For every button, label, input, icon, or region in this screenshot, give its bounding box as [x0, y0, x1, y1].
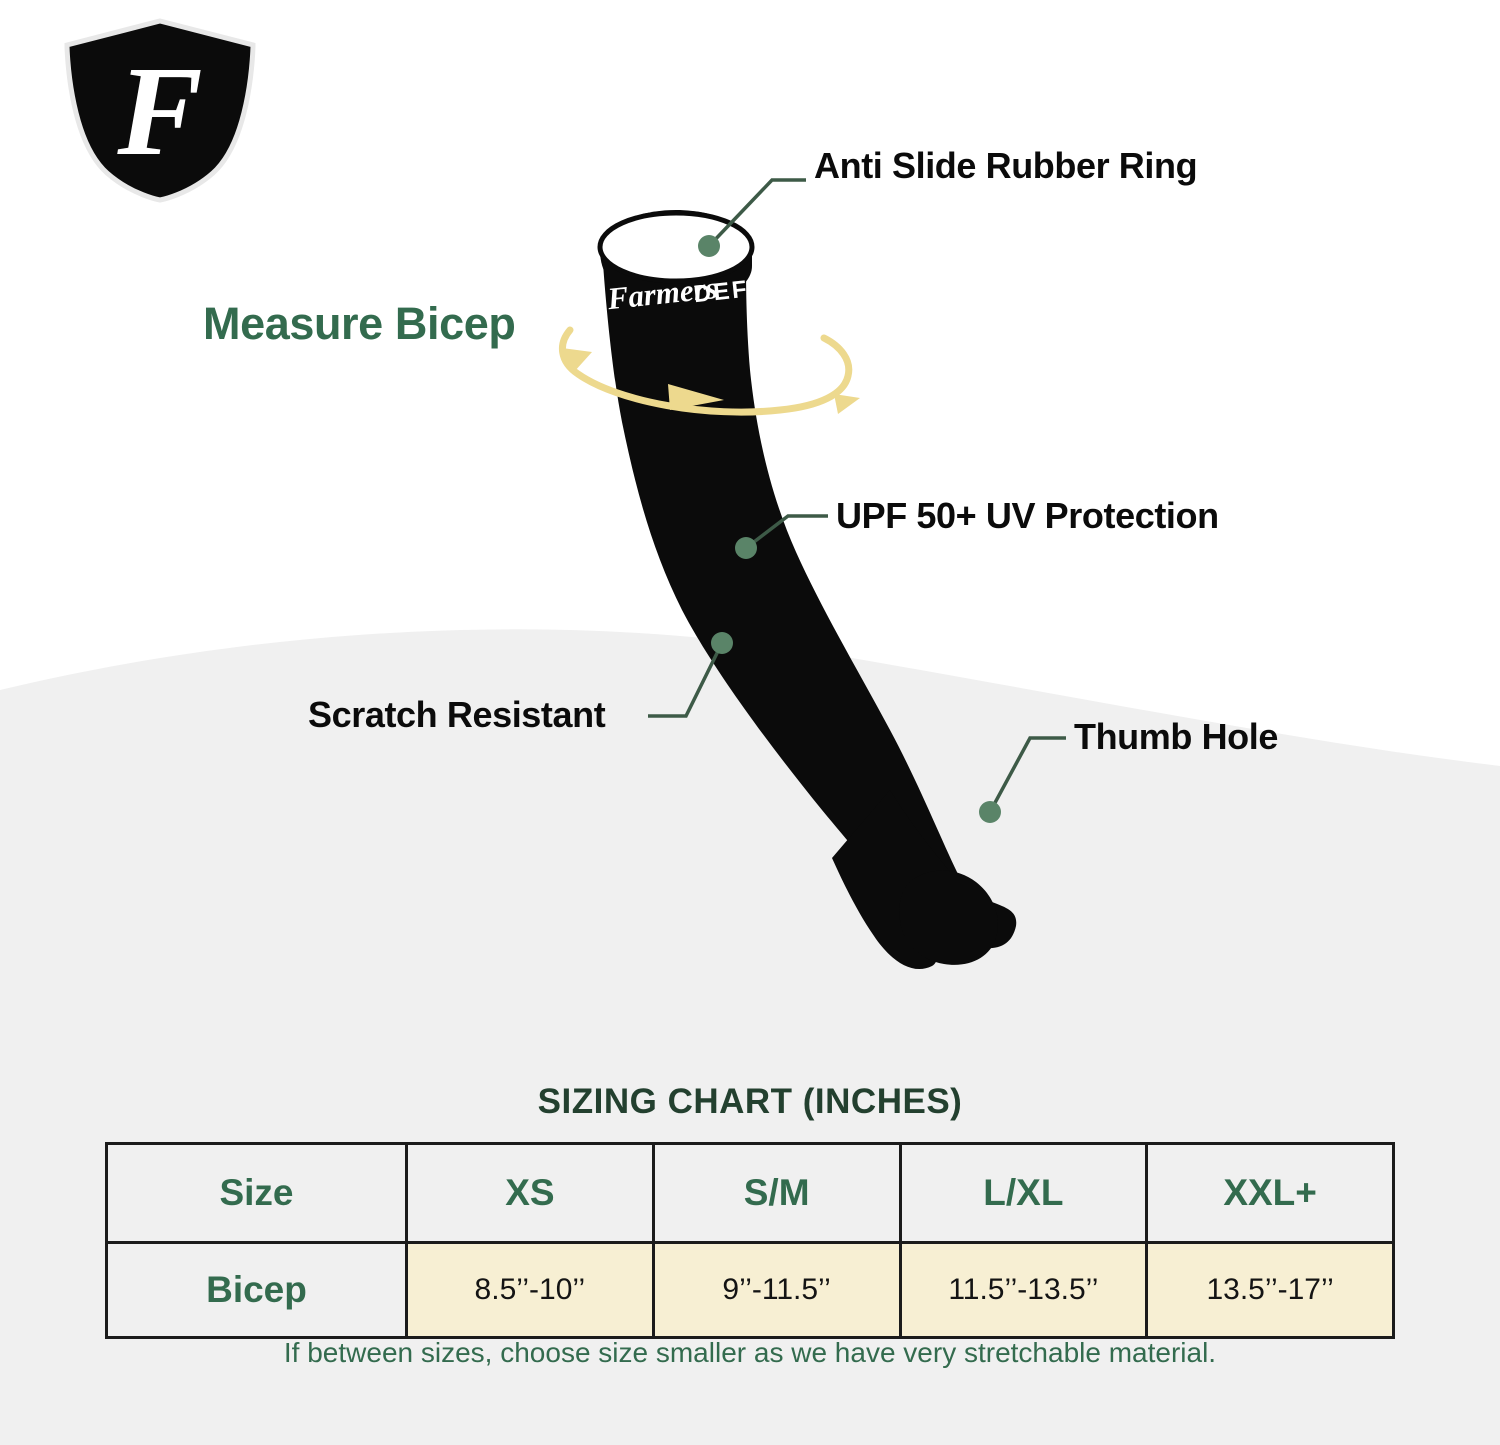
sizing-chart-table: Size XS S/M L/XL XXL+ Bicep 8.5’’-10’’ 9… [105, 1142, 1395, 1339]
label-anti-slide-rubber-ring: Anti Slide Rubber Ring [814, 145, 1198, 186]
leader-upf [744, 514, 828, 550]
label-scratch-resistant: Scratch Resistant [308, 694, 606, 735]
leader-scratch [648, 642, 724, 718]
dot-scratch [711, 632, 733, 654]
leader-thumb [988, 736, 1066, 813]
header-cell-size: Size [105, 1142, 408, 1244]
label-thumb-hole: Thumb Hole [1074, 716, 1278, 757]
leader-anti-slide [707, 178, 806, 248]
cell-bicep-sm: 9’’-11.5’’ [651, 1241, 902, 1339]
cell-bicep-xs: 8.5’’-10’’ [405, 1241, 655, 1339]
header-cell-lxl: L/XL [898, 1142, 1149, 1244]
dot-anti-slide [698, 235, 720, 257]
table-header-row: Size XS S/M L/XL XXL+ [105, 1142, 1395, 1244]
header-cell-xs: XS [405, 1142, 655, 1244]
measuring-tape-band [559, 326, 860, 416]
arm-sleeve-illustration: Farmers DEFENSE [597, 210, 1017, 970]
cell-bicep-xxl: 13.5’’-17’’ [1145, 1241, 1395, 1339]
brand-shield-logo: F [64, 18, 256, 203]
shield-letter-f: F [116, 40, 202, 182]
header-cell-xxl: XXL+ [1145, 1142, 1395, 1244]
row-label-bicep: Bicep [105, 1241, 408, 1339]
label-measure-bicep: Measure Bicep [203, 298, 516, 349]
dot-thumb [979, 801, 1001, 823]
cell-bicep-lxl: 11.5’’-13.5’’ [898, 1241, 1149, 1339]
table-row: Bicep 8.5’’-10’’ 9’’-11.5’’ 11.5’’-13.5’… [105, 1241, 1395, 1339]
sizing-chart-title: SIZING CHART (INCHES) [537, 1082, 963, 1121]
label-upf-protection: UPF 50+ UV Protection [836, 495, 1219, 536]
header-cell-sm: S/M [651, 1142, 902, 1244]
sizing-note: If between sizes, choose size smaller as… [283, 1337, 1217, 1368]
dot-upf [735, 537, 757, 559]
